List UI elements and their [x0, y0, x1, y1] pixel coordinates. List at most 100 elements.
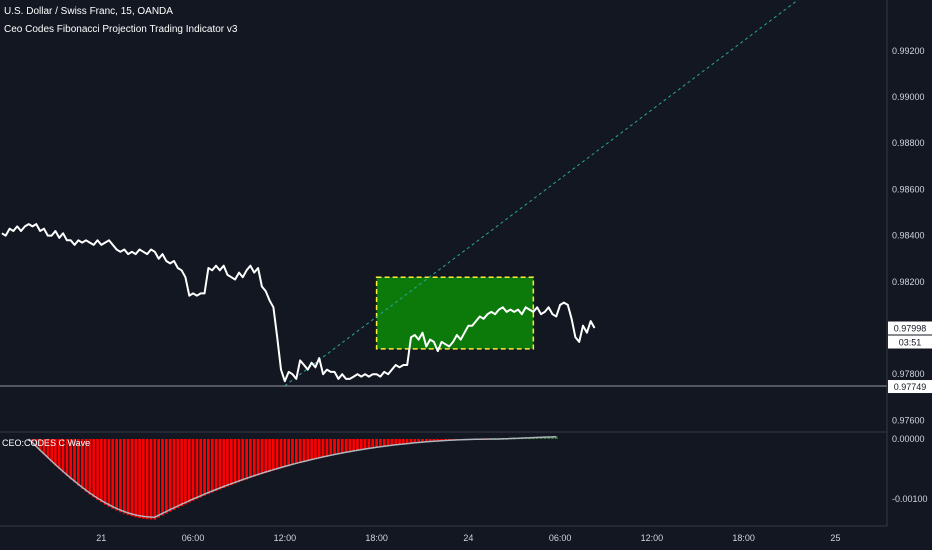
histogram-bar	[233, 439, 237, 484]
histogram-bar	[57, 439, 61, 469]
histogram-bar	[230, 439, 233, 486]
histogram-bar	[107, 439, 111, 507]
histogram-bar	[421, 439, 424, 443]
histogram-bar	[551, 436, 554, 439]
histogram-bar	[275, 439, 279, 470]
histogram-bar	[317, 439, 321, 459]
histogram-bar	[256, 439, 260, 476]
time-tick-label: 21	[96, 533, 106, 543]
histogram-bar	[218, 439, 222, 490]
last-price-badge: 0.97998 03:51	[888, 321, 932, 349]
histogram-bar	[413, 439, 417, 443]
indicator-title[interactable]: Ceo Codes Fibonacci Projection Trading I…	[4, 24, 238, 35]
time-tick-label: 25	[830, 533, 840, 543]
histogram-bar	[405, 439, 409, 444]
histogram-bar	[356, 439, 359, 451]
histogram-bar	[187, 439, 191, 503]
symbol-title[interactable]: U.S. Dollar / Swiss Franc, 15, OANDA	[4, 6, 173, 17]
histogram-bar	[42, 439, 46, 455]
histogram-bar	[165, 439, 168, 514]
histogram-bar	[535, 437, 539, 439]
histogram-bar	[543, 437, 547, 439]
histogram-bar	[161, 439, 164, 516]
histogram-bar	[142, 439, 145, 519]
histogram-bar	[287, 439, 290, 467]
histogram-bar	[386, 439, 390, 446]
price-tick-label: 0.98200	[892, 277, 925, 287]
histogram-bar	[245, 439, 248, 480]
histogram-bar	[264, 439, 268, 473]
level-badge: 0.97749	[888, 380, 932, 394]
histogram-bar	[260, 439, 264, 475]
price-axis[interactable]: 0.99200 0.99000 0.98800 0.98600 0.98400 0.982…	[892, 46, 925, 426]
histogram-bar	[298, 439, 302, 464]
histogram-bar	[126, 439, 130, 516]
histogram-bar	[176, 439, 180, 508]
histogram-bar	[417, 439, 420, 443]
histogram-bar	[92, 439, 95, 498]
histogram-bar	[363, 439, 367, 450]
oscillator-axis[interactable]: 0.00000 -0.00100	[892, 434, 928, 504]
histogram-bar	[46, 439, 50, 458]
histogram-bar	[207, 439, 210, 495]
histogram-bar	[291, 439, 294, 466]
histogram-bar	[432, 439, 436, 442]
histogram-bar	[306, 439, 310, 462]
time-axis[interactable]: 21 06:00 12:00 18:00 24 06:00 12:00 18:00 25	[96, 533, 840, 543]
histogram-bar	[409, 439, 413, 444]
histogram-bar	[360, 439, 363, 450]
histogram-bar	[35, 439, 38, 447]
histogram-bar	[119, 439, 122, 513]
histogram-bar	[344, 439, 348, 453]
histogram-bar	[100, 439, 103, 503]
histogram-bar	[157, 439, 160, 518]
histogram-bar	[50, 439, 53, 462]
histogram-bar	[65, 439, 69, 476]
histogram-bar	[268, 439, 271, 472]
histogram-bar	[279, 439, 283, 469]
time-tick-label: 12:00	[274, 533, 297, 543]
histogram-bar	[554, 436, 558, 439]
histogram-bar	[367, 439, 371, 449]
histogram-bar	[138, 439, 141, 519]
histogram-bar	[295, 439, 298, 465]
oscillator-tick-label: 0.00000	[892, 434, 925, 444]
histogram-bar	[394, 439, 398, 445]
histogram-bar	[77, 439, 80, 486]
histogram-bar	[210, 439, 214, 493]
oscillator-title[interactable]: CEO:CODES C Wave	[2, 438, 91, 448]
histogram-bar	[88, 439, 92, 495]
histogram-bar	[402, 439, 405, 445]
histogram-bar	[61, 439, 65, 473]
histogram-bar	[214, 439, 218, 492]
oscillator-signal-line	[28, 435, 557, 518]
histogram-bar	[203, 439, 206, 496]
histogram-bar	[111, 439, 115, 509]
histogram-bar	[149, 439, 153, 520]
histogram-bar	[96, 439, 99, 500]
histogram-bar	[122, 439, 126, 514]
histogram-bar	[195, 439, 199, 500]
time-tick-label: 12:00	[641, 533, 664, 543]
histogram-bar	[69, 439, 73, 480]
projection-line	[284, 0, 799, 387]
histogram-bar	[134, 439, 138, 518]
histogram-bar	[428, 439, 432, 442]
price-tick-label: 0.99000	[892, 92, 925, 102]
histogram-bar	[333, 439, 336, 455]
time-tick-label: 06:00	[549, 533, 572, 543]
histogram-bar	[440, 439, 443, 441]
histogram-bar	[375, 439, 378, 448]
bar-countdown-label: 03:51	[899, 338, 922, 348]
price-tick-label: 0.98800	[892, 138, 925, 148]
price-tick-label: 0.98400	[892, 231, 925, 241]
histogram-bar	[237, 439, 241, 483]
oscillator-tick-label: -0.00100	[892, 494, 928, 504]
histogram-bar	[145, 439, 149, 520]
histogram-bar	[153, 439, 157, 520]
histogram-bar	[352, 439, 355, 452]
histogram-bar	[249, 439, 252, 479]
histogram-bar	[31, 439, 34, 443]
histogram-bar	[321, 439, 325, 458]
